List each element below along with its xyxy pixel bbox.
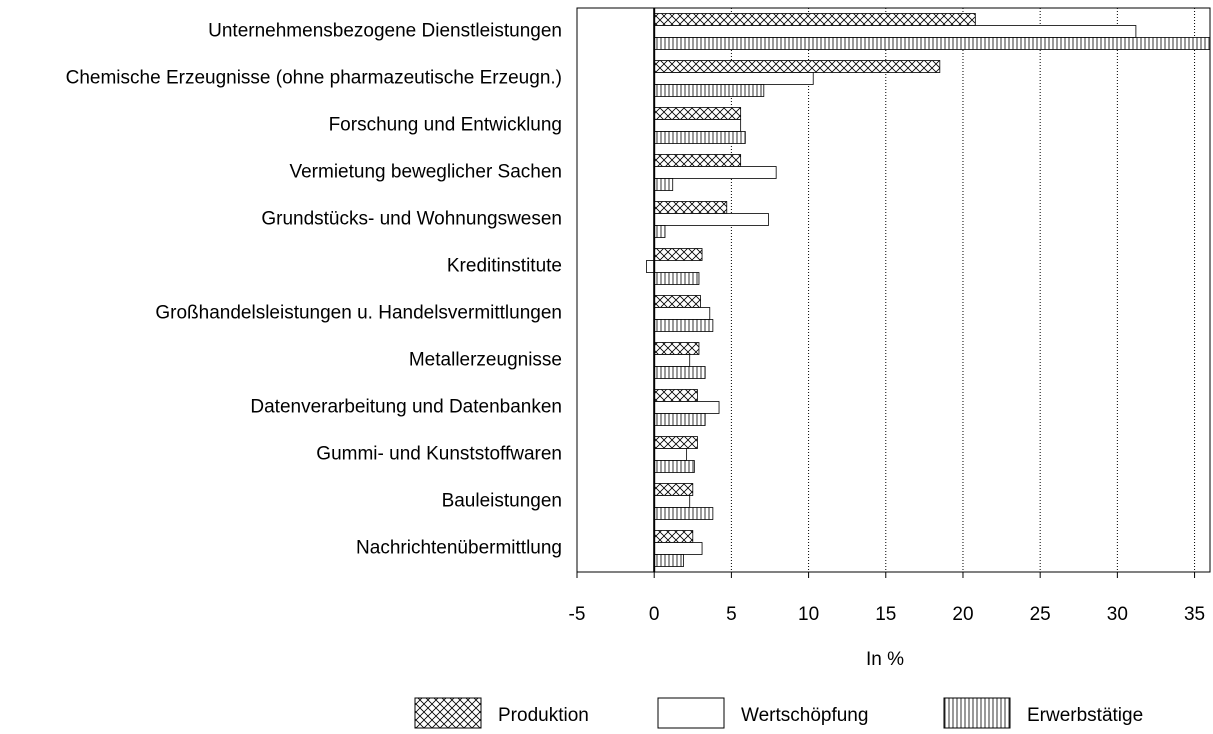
y-tick-label: Kreditinstitute <box>447 256 562 277</box>
bar <box>653 542 703 555</box>
bar <box>653 554 684 567</box>
bar <box>653 413 706 426</box>
bar <box>653 37 1211 50</box>
x-tick-label: 20 <box>952 604 973 625</box>
bar <box>653 72 814 85</box>
bar <box>646 260 655 273</box>
bar <box>653 295 701 308</box>
bar <box>653 84 765 97</box>
y-tick-label: Forschung und Entwicklung <box>329 115 562 136</box>
legend-label: Produktion <box>498 705 589 726</box>
bar <box>653 225 666 238</box>
bar <box>653 272 700 285</box>
x-tick-label: 30 <box>1107 604 1128 625</box>
bar <box>653 354 691 367</box>
bar <box>653 460 695 473</box>
legend-label: Erwerbstätige <box>1027 705 1143 726</box>
plot-frame <box>576 7 1211 573</box>
x-tick-label: 35 <box>1184 604 1205 625</box>
bar <box>653 366 706 379</box>
legend-label: Wertschöpfung <box>741 705 868 726</box>
legend-swatch <box>414 697 482 729</box>
bar <box>653 448 688 461</box>
bar <box>653 389 698 402</box>
bar <box>653 131 746 144</box>
y-tick-label: Unternehmensbezogene Dienstleistungen <box>208 21 562 42</box>
bar <box>653 119 742 132</box>
bar <box>653 401 720 414</box>
bar <box>653 342 700 355</box>
bar <box>653 213 769 226</box>
y-tick-label: Großhandelsleistungen u. Handelsvermittl… <box>155 303 562 324</box>
x-tick-label: 25 <box>1030 604 1051 625</box>
y-tick-label: Bauleistungen <box>442 491 562 512</box>
bar <box>653 13 976 26</box>
bar <box>653 154 742 167</box>
bar <box>653 530 694 543</box>
bar <box>653 248 703 261</box>
bar <box>653 507 714 520</box>
bar <box>653 483 694 496</box>
y-tick-label: Chemische Erzeugnisse (ohne pharmazeutis… <box>66 68 562 89</box>
y-tick-label: Datenverarbeitung und Datenbanken <box>250 397 562 418</box>
bar <box>653 60 941 73</box>
x-tick-label: 0 <box>649 604 660 625</box>
bar <box>653 201 728 214</box>
bar <box>653 307 711 320</box>
x-tick-label: 15 <box>875 604 896 625</box>
y-tick-label: Gummi- und Kunststoffwaren <box>316 444 562 465</box>
x-axis-label: In % <box>866 649 904 670</box>
legend-swatch <box>943 697 1011 729</box>
bar <box>653 166 777 179</box>
x-tick-label: 10 <box>798 604 819 625</box>
y-tick-label: Nachrichtenübermittlung <box>356 538 562 559</box>
bar <box>653 25 1137 38</box>
y-tick-label: Grundstücks- und Wohnungswesen <box>261 209 562 230</box>
bar <box>653 319 714 332</box>
bar <box>653 107 742 120</box>
bar <box>653 178 674 191</box>
y-tick-label: Vermietung beweglicher Sachen <box>289 162 562 183</box>
x-tick-label: -5 <box>569 604 586 625</box>
bar <box>653 495 691 508</box>
bar <box>653 436 698 449</box>
x-tick-label: 5 <box>726 604 737 625</box>
y-tick-label: Metallerzeugnisse <box>409 350 562 371</box>
legend-swatch <box>657 697 725 729</box>
